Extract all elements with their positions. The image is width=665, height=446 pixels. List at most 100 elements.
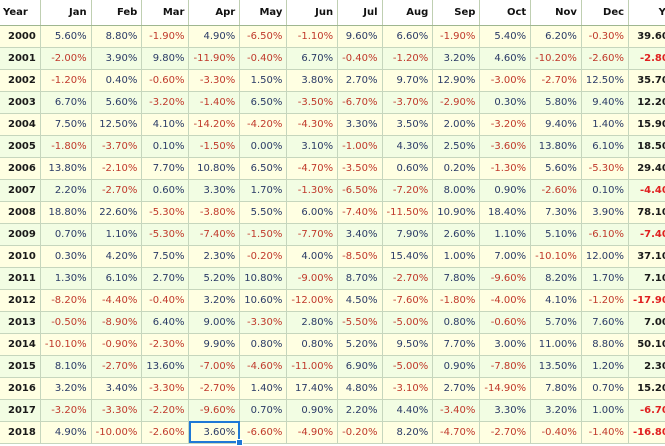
return-cell[interactable]: -3.30%	[141, 377, 190, 400]
return-cell[interactable]: 12.90%	[432, 69, 481, 92]
column-header-may[interactable]: May	[239, 0, 288, 26]
return-cell[interactable]: -8.90%	[91, 311, 143, 334]
return-cell[interactable]: -7.20%	[382, 179, 434, 202]
column-header-year-pct[interactable]: Yr%	[628, 0, 665, 26]
return-cell[interactable]: 7.60%	[581, 311, 630, 334]
return-cell[interactable]: -3.20%	[141, 91, 190, 114]
return-cell[interactable]: -2.70%	[188, 377, 241, 400]
return-cell[interactable]: 4.50%	[337, 289, 383, 312]
return-cell[interactable]: -8.50%	[337, 245, 383, 268]
return-cell[interactable]: 1.40%	[239, 377, 288, 400]
return-cell[interactable]: 3.20%	[188, 289, 241, 312]
return-cell[interactable]: 22.60%	[91, 201, 143, 224]
annual-return-cell[interactable]: 15.90%	[628, 113, 665, 136]
return-cell[interactable]: 3.90%	[581, 201, 630, 224]
return-cell[interactable]: 3.20%	[40, 377, 92, 400]
annual-return-cell[interactable]: 50.10%	[628, 333, 665, 356]
annual-return-cell[interactable]: 29.40%	[628, 157, 665, 180]
return-cell[interactable]: 0.70%	[239, 399, 288, 422]
return-cell[interactable]: 4.90%	[40, 421, 92, 444]
year-cell[interactable]: 2010	[0, 245, 41, 268]
return-cell[interactable]: 1.20%	[581, 355, 630, 378]
return-cell[interactable]: 4.60%	[479, 47, 532, 70]
return-cell[interactable]: -5.00%	[382, 311, 434, 334]
return-cell[interactable]: 6.50%	[239, 157, 288, 180]
annual-return-cell[interactable]: 15.20%	[628, 377, 665, 400]
return-cell[interactable]: 0.30%	[40, 245, 92, 268]
return-cell[interactable]: -2.60%	[141, 421, 190, 444]
year-cell[interactable]: 2014	[0, 333, 41, 356]
year-cell[interactable]: 2013	[0, 311, 41, 334]
return-cell[interactable]: -1.00%	[337, 135, 383, 158]
column-header-oct[interactable]: Oct	[479, 0, 532, 26]
return-cell[interactable]: 1.70%	[239, 179, 288, 202]
return-cell[interactable]: 10.80%	[239, 267, 288, 290]
return-cell[interactable]: -4.70%	[286, 157, 339, 180]
return-cell[interactable]: 5.70%	[530, 311, 582, 334]
return-cell[interactable]: -1.90%	[432, 25, 481, 48]
return-cell[interactable]: -4.60%	[239, 355, 288, 378]
return-cell[interactable]: 3.90%	[91, 47, 143, 70]
column-header-jan[interactable]: Jan	[40, 0, 92, 26]
return-cell[interactable]: -4.40%	[91, 289, 143, 312]
return-cell[interactable]: 9.70%	[382, 69, 434, 92]
return-cell[interactable]: 2.30%	[188, 245, 241, 268]
year-cell[interactable]: 2016	[0, 377, 41, 400]
return-cell[interactable]: -11.50%	[382, 201, 434, 224]
return-cell[interactable]: 3.00%	[479, 333, 532, 356]
return-cell[interactable]: 3.40%	[337, 223, 383, 246]
return-cell[interactable]: -11.90%	[188, 47, 241, 70]
return-cell[interactable]: -1.30%	[479, 157, 532, 180]
selected-return-cell[interactable]: 3.60%	[188, 421, 241, 444]
return-cell[interactable]: 5.40%	[479, 25, 532, 48]
return-cell[interactable]: 7.80%	[432, 267, 481, 290]
return-cell[interactable]: -9.00%	[286, 267, 339, 290]
return-cell[interactable]: -1.50%	[188, 135, 241, 158]
return-cell[interactable]: 0.90%	[432, 355, 481, 378]
annual-return-cell[interactable]: -6.70%	[628, 399, 665, 422]
return-cell[interactable]: 4.10%	[141, 113, 190, 136]
return-cell[interactable]: -4.00%	[479, 289, 532, 312]
return-cell[interactable]: 5.50%	[239, 201, 288, 224]
return-cell[interactable]: -1.40%	[188, 91, 241, 114]
return-cell[interactable]: 3.20%	[432, 47, 481, 70]
return-cell[interactable]: -4.90%	[286, 421, 339, 444]
return-cell[interactable]: 0.60%	[141, 179, 190, 202]
return-cell[interactable]: 5.20%	[337, 333, 383, 356]
return-cell[interactable]: 1.70%	[581, 267, 630, 290]
return-cell[interactable]: -10.10%	[530, 245, 582, 268]
return-cell[interactable]: -2.10%	[91, 157, 143, 180]
column-header-aug[interactable]: Aug	[382, 0, 434, 26]
return-cell[interactable]: -6.50%	[337, 179, 383, 202]
return-cell[interactable]: -2.60%	[581, 47, 630, 70]
return-cell[interactable]: 0.80%	[432, 311, 481, 334]
return-cell[interactable]: -3.30%	[239, 311, 288, 334]
return-cell[interactable]: -4.20%	[239, 113, 288, 136]
return-cell[interactable]: -2.70%	[479, 421, 532, 444]
return-cell[interactable]: 7.30%	[530, 201, 582, 224]
return-cell[interactable]: -7.60%	[382, 289, 434, 312]
return-cell[interactable]: -0.40%	[239, 47, 288, 70]
return-cell[interactable]: -1.20%	[382, 47, 434, 70]
return-cell[interactable]: -4.30%	[286, 113, 339, 136]
return-cell[interactable]: 0.10%	[141, 135, 190, 158]
return-cell[interactable]: -2.30%	[141, 333, 190, 356]
year-cell[interactable]: 2003	[0, 91, 41, 114]
return-cell[interactable]: -2.00%	[40, 47, 92, 70]
return-cell[interactable]: -5.30%	[581, 157, 630, 180]
return-cell[interactable]: 17.40%	[286, 377, 339, 400]
return-cell[interactable]: -14.20%	[188, 113, 241, 136]
return-cell[interactable]: 8.80%	[581, 333, 630, 356]
return-cell[interactable]: 13.60%	[141, 355, 190, 378]
return-cell[interactable]: -3.50%	[286, 91, 339, 114]
return-cell[interactable]: 18.80%	[40, 201, 92, 224]
return-cell[interactable]: 12.00%	[581, 245, 630, 268]
return-cell[interactable]: -3.80%	[188, 201, 241, 224]
return-cell[interactable]: -7.70%	[286, 223, 339, 246]
column-header-nov[interactable]: Nov	[530, 0, 582, 26]
return-cell[interactable]: 7.90%	[382, 223, 434, 246]
return-cell[interactable]: -1.50%	[239, 223, 288, 246]
annual-return-cell[interactable]: -2.80%	[628, 47, 665, 70]
return-cell[interactable]: 1.10%	[479, 223, 532, 246]
year-cell[interactable]: 2011	[0, 267, 41, 290]
